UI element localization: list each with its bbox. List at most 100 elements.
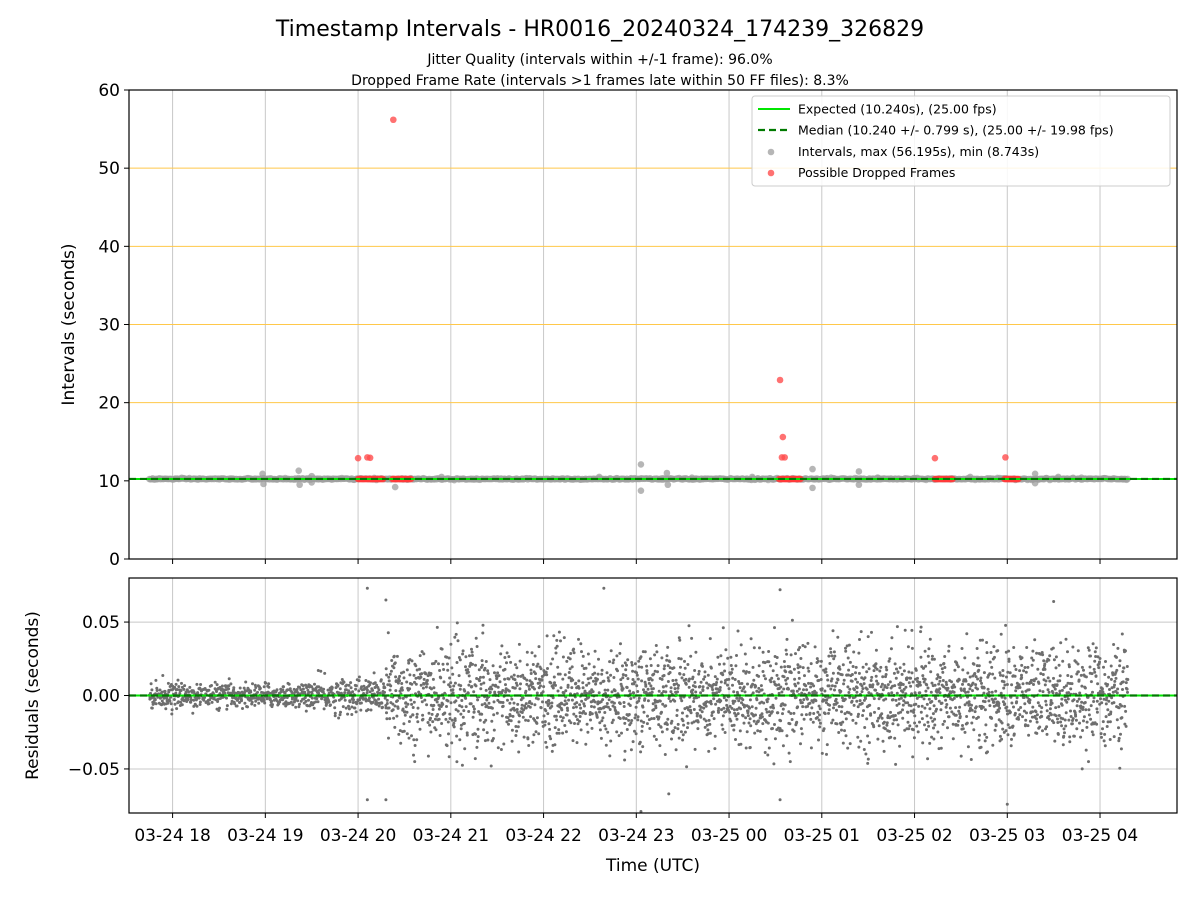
residual-point (1121, 680, 1125, 684)
residual-point (551, 657, 555, 661)
residual-point (603, 688, 607, 692)
residual-point (993, 676, 997, 680)
residual-point (526, 719, 530, 723)
residual-point (1126, 690, 1129, 694)
residual-point (464, 705, 468, 709)
residual-point (632, 691, 636, 695)
residual-point (1018, 713, 1022, 717)
residual-point (474, 684, 478, 688)
residual-point (481, 675, 485, 679)
residual-point (805, 697, 809, 701)
residual-point (910, 628, 914, 632)
residual-point (413, 760, 417, 764)
residual-point (724, 710, 728, 714)
residual-point (270, 699, 274, 703)
residuals-y-tick-label: 0.05 (82, 613, 120, 633)
residual-point (440, 722, 444, 725)
residual-point (554, 683, 557, 687)
residual-point (1081, 708, 1085, 711)
residual-point (994, 689, 998, 693)
residual-point (835, 701, 839, 705)
residual-point (1059, 641, 1063, 645)
residual-point (579, 642, 583, 646)
residual-point (543, 723, 547, 727)
residual-point (625, 728, 629, 731)
residual-point (637, 659, 641, 663)
residual-point (801, 666, 805, 670)
residual-point (375, 701, 379, 705)
residual-point (997, 709, 1001, 713)
residual-point (586, 652, 590, 656)
residual-point (1025, 646, 1029, 649)
residual-point (1047, 690, 1051, 694)
residual-point (1045, 709, 1049, 713)
residual-point (425, 678, 429, 682)
residual-point (987, 699, 991, 703)
residual-point (585, 683, 589, 687)
residual-point (436, 713, 440, 716)
residual-point (199, 683, 203, 686)
residual-point (1004, 729, 1008, 733)
residual-point (1014, 668, 1018, 671)
residual-point (968, 687, 972, 691)
residual-point (495, 675, 499, 679)
residual-point (907, 670, 911, 674)
residual-point (1021, 682, 1025, 686)
residual-point (233, 702, 237, 706)
residual-point (953, 685, 957, 689)
residual-point (1043, 667, 1047, 671)
residual-point (728, 710, 732, 714)
residual-point (568, 667, 572, 671)
residual-point (424, 685, 428, 689)
residual-point (537, 732, 541, 736)
residual-point (637, 696, 641, 700)
residual-point (203, 696, 207, 699)
residual-point (451, 691, 455, 695)
residual-point (792, 729, 796, 733)
residual-point (484, 688, 488, 692)
residual-point (968, 709, 972, 713)
residual-point (1104, 660, 1107, 663)
residual-point (977, 668, 981, 672)
residual-point (658, 699, 662, 703)
residual-point (768, 714, 772, 717)
residual-point (164, 707, 168, 711)
residual-point (1085, 720, 1089, 724)
residual-point (1005, 683, 1009, 686)
residual-point (453, 719, 457, 722)
residual-point (1035, 717, 1038, 721)
residual-point (804, 713, 808, 717)
residual-point (330, 686, 334, 690)
residual-point (616, 711, 620, 715)
residual-point (927, 724, 931, 728)
residual-point (746, 714, 750, 718)
residual-point (865, 717, 869, 721)
residual-point (584, 712, 587, 716)
residual-point (420, 672, 424, 676)
residual-point (570, 686, 574, 690)
x-tick-label: 03-24 19 (227, 826, 303, 846)
residual-point (327, 700, 331, 704)
residual-point (977, 664, 981, 668)
residual-point (702, 706, 706, 710)
residual-point (958, 715, 962, 718)
residual-point (736, 712, 740, 716)
residual-point (427, 711, 431, 715)
residual-point (305, 685, 309, 689)
residual-point (621, 664, 624, 668)
residual-point (1058, 674, 1062, 678)
residual-point (503, 667, 507, 671)
residual-point (766, 721, 770, 725)
residual-point (1052, 676, 1055, 680)
x-tick-label: 03-25 04 (1062, 826, 1138, 846)
residual-point (981, 705, 985, 709)
residual-point (480, 703, 484, 707)
residual-point (1076, 670, 1080, 674)
residual-point (385, 698, 389, 702)
residual-point (396, 706, 400, 710)
residual-point (973, 696, 977, 700)
residual-point (371, 700, 375, 704)
residual-point (1019, 706, 1023, 709)
residual-point (893, 714, 897, 717)
residual-point (509, 719, 513, 723)
